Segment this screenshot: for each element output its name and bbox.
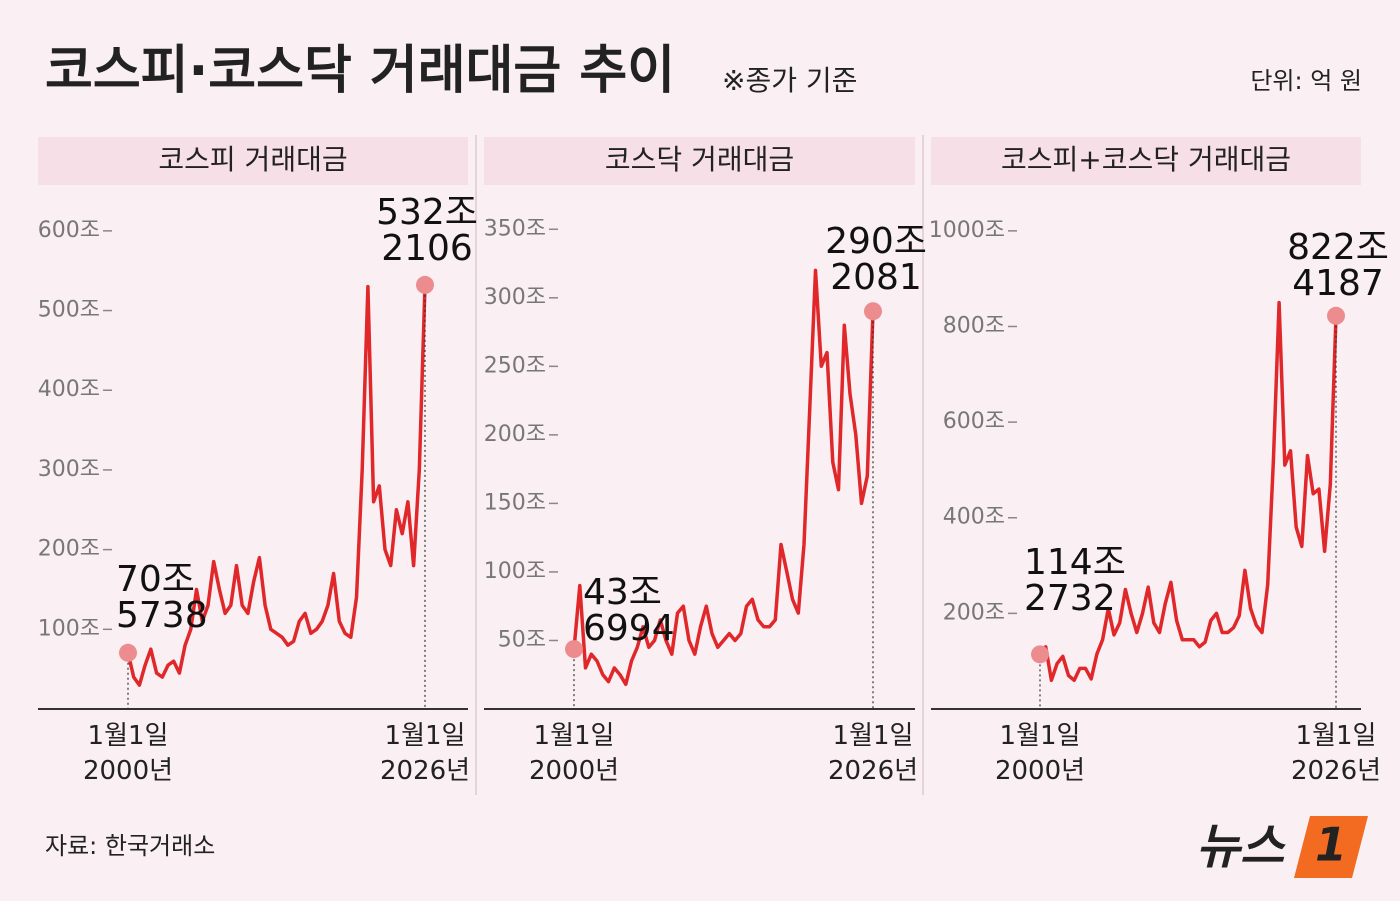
y-tick-label: 50조 xyxy=(498,627,546,652)
data-line xyxy=(572,268,875,687)
y-tick-label: 300조 xyxy=(484,285,546,310)
highlight-point xyxy=(1031,645,1049,664)
source: 자료: 한국거래소 xyxy=(45,832,215,860)
panel-title: 코스피 거래대금 xyxy=(158,143,347,176)
highlight-point xyxy=(1327,306,1345,325)
y-tick-label: 300조 xyxy=(38,457,100,482)
panel-header xyxy=(484,137,915,185)
highlight-point xyxy=(416,275,434,294)
panel-title: 코스피+코스닥 거래대금 xyxy=(1001,143,1291,176)
y-tick-label: 1000조 xyxy=(929,218,1005,243)
note: ※종가 기준 xyxy=(722,64,857,97)
y-tick-label: 600조 xyxy=(943,409,1005,434)
x-tick-label: 1월1일 2026년 xyxy=(380,721,470,786)
highlight-point xyxy=(565,640,583,659)
y-tick-label: 600조 xyxy=(38,218,100,243)
x-tick-label: 1월1일 2026년 xyxy=(1291,721,1381,786)
y-tick-label: 100조 xyxy=(484,559,546,584)
y-tick-label: 150조 xyxy=(484,490,546,515)
highlight-point xyxy=(119,643,137,662)
y-tick-label: 200조 xyxy=(38,537,100,562)
data-line xyxy=(126,284,427,687)
x-tick-label: 1월1일 2000년 xyxy=(83,721,173,786)
y-tick-label: 100조 xyxy=(38,616,100,641)
value-label: 114조 2732 xyxy=(1024,542,1126,619)
panel-title: 코스닥 거래대금 xyxy=(605,143,794,176)
value-label: 822조 4187 xyxy=(1287,227,1389,304)
y-tick-label: 200조 xyxy=(943,600,1005,625)
y-tick-label: 800조 xyxy=(943,313,1005,338)
x-tick-label: 1월1일 2026년 xyxy=(828,721,918,786)
value-label: 532조 2106 xyxy=(376,192,478,269)
x-tick-label: 1월1일 2000년 xyxy=(529,721,619,786)
title: 코스피·코스닥 거래대금 추이 xyxy=(45,41,675,101)
y-tick-label: 200조 xyxy=(484,422,546,447)
y-tick-label: 350조 xyxy=(484,216,546,241)
value-label: 43조 6994 xyxy=(583,572,675,649)
y-tick-label: 400조 xyxy=(38,377,100,402)
y-tick-label: 250조 xyxy=(484,353,546,378)
data-line xyxy=(1038,300,1338,683)
panel-header xyxy=(931,137,1361,185)
panel-header xyxy=(38,137,468,185)
x-tick-label: 1월1일 2000년 xyxy=(995,721,1085,786)
y-tick-label: 400조 xyxy=(943,505,1005,530)
logo-text: 뉴스 xyxy=(1196,819,1286,875)
logo-badge xyxy=(1294,816,1368,878)
highlight-point xyxy=(864,302,882,321)
value-label: 70조 5738 xyxy=(116,559,208,636)
unit: 단위: 억 원 xyxy=(1250,67,1362,95)
value-label: 290조 2081 xyxy=(825,221,927,298)
y-tick-label: 500조 xyxy=(38,298,100,323)
logo-mark: 1 xyxy=(1315,818,1347,872)
